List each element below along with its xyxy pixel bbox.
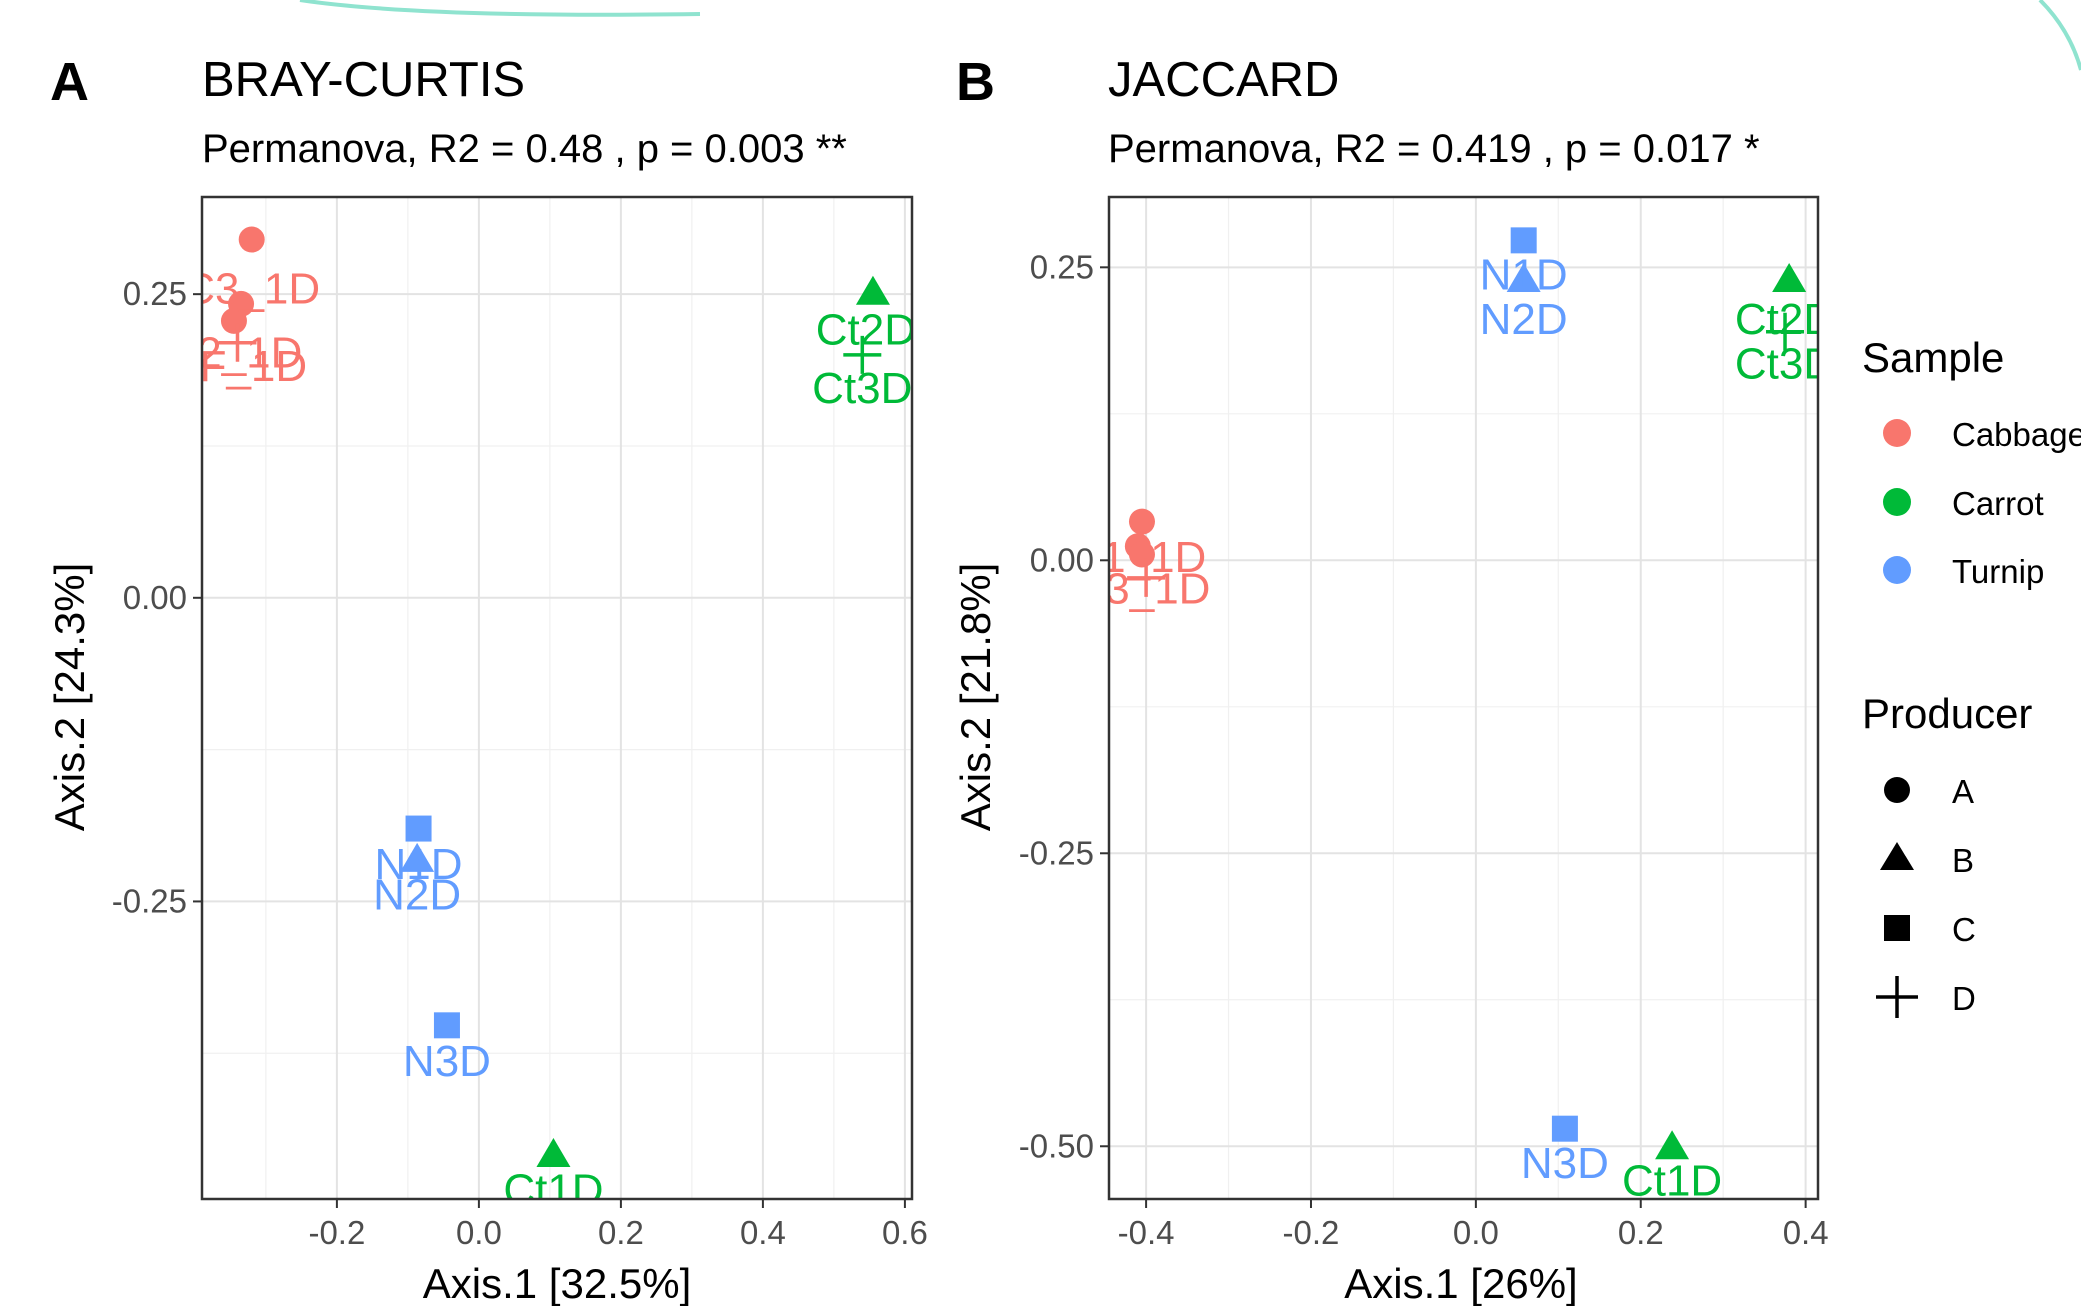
data-point bbox=[433, 1012, 460, 1039]
panel-a-tag: A bbox=[50, 52, 89, 112]
legend-sample-item-cabbage: Cabbage bbox=[1883, 416, 2081, 453]
y-tick-label: -0.25 bbox=[112, 882, 187, 919]
point-label: Ct3D bbox=[812, 364, 912, 413]
legend-sample-item-turnip: Turnip bbox=[1883, 553, 2044, 590]
y-tick-label: 0.00 bbox=[123, 579, 187, 616]
point-label: N2D bbox=[373, 870, 461, 919]
x-tick-label: 0.4 bbox=[1783, 1214, 1829, 1251]
data-point bbox=[220, 307, 247, 334]
point-label: C1_1D bbox=[1069, 533, 1206, 582]
panel-a: A BRAY-CURTIS Permanova, R2 = 0.48 , p =… bbox=[46, 52, 928, 1306]
x-tick-label: 0.4 bbox=[740, 1214, 786, 1251]
panel-a-subtitle: Permanova, R2 = 0.48 , p = 0.003 ** bbox=[202, 127, 847, 171]
legend-producer-item-a: A bbox=[1884, 773, 1974, 810]
point-label: CF_1D bbox=[168, 342, 307, 391]
plot-border bbox=[200, 195, 914, 1201]
point-label: Ct3D bbox=[1735, 340, 1835, 389]
frame-accent-top bbox=[299, 0, 701, 17]
point-label: C2_1D bbox=[165, 329, 302, 378]
panel-a-x-axis-title: Axis.1 [32.5%] bbox=[423, 1260, 691, 1306]
data-point bbox=[1510, 227, 1537, 254]
data-point bbox=[843, 335, 882, 374]
y-tick-label: 0.00 bbox=[1030, 541, 1094, 578]
legend-producer-item-c: C bbox=[1884, 911, 1976, 948]
panel-b-title: JACCARD bbox=[1108, 53, 1339, 107]
data-point bbox=[1551, 1115, 1578, 1142]
data-point bbox=[1772, 263, 1807, 293]
panel-b-y-axis-title: Axis.2 [21.8%] bbox=[952, 563, 999, 831]
x-tick-label: 0.6 bbox=[882, 1214, 928, 1251]
legend-cabbage-swatch bbox=[1883, 419, 1911, 447]
legend-producer-item-b: B bbox=[1880, 842, 1974, 879]
x-tick-label: -0.2 bbox=[308, 1214, 365, 1251]
legend: Sample Cabbage Carrot Turnip Producer A … bbox=[1862, 334, 2081, 1018]
legend-producer-label: B bbox=[1952, 842, 1974, 879]
data-point bbox=[1128, 541, 1155, 568]
y-tick-label: 0.25 bbox=[123, 275, 187, 312]
point-label: Ct1D bbox=[1622, 1156, 1722, 1205]
plot-background bbox=[202, 197, 912, 1199]
point-label: Ct1D bbox=[503, 1165, 603, 1214]
panel-b: B JACCARD Permanova, R2 = 0.419 , p = 0.… bbox=[952, 52, 1835, 1306]
point-label: Ct2D bbox=[1735, 295, 1835, 344]
panel-b-x-axis-title: Axis.1 [26%] bbox=[1344, 1260, 1577, 1306]
legend-sample-label: Carrot bbox=[1952, 485, 2044, 522]
x-tick-label: 0.2 bbox=[1618, 1214, 1664, 1251]
legend-sample-label: Turnip bbox=[1952, 553, 2044, 590]
legend-producer-item-d: D bbox=[1876, 976, 1976, 1018]
legend-sample-label: Cabbage bbox=[1952, 416, 2081, 453]
legend-sample-item-carrot: Carrot bbox=[1883, 485, 2044, 522]
data-point bbox=[400, 842, 435, 872]
legend-turnip-swatch bbox=[1883, 556, 1911, 584]
square-shape-icon bbox=[1884, 915, 1910, 941]
plot-background bbox=[1109, 197, 1818, 1199]
plus-shape-icon bbox=[1876, 976, 1918, 1018]
data-point bbox=[218, 323, 257, 362]
legend-producer-title: Producer bbox=[1862, 690, 2032, 737]
point-label: N1D bbox=[375, 840, 463, 889]
x-tick-label: -0.4 bbox=[1118, 1214, 1175, 1251]
y-tick-label: 0.25 bbox=[1030, 248, 1094, 285]
triangle-shape-icon bbox=[1880, 842, 1914, 870]
data-point bbox=[1766, 312, 1805, 351]
x-tick-label: -0.2 bbox=[1283, 1214, 1340, 1251]
point-label: N3D bbox=[1521, 1139, 1609, 1188]
data-point bbox=[405, 815, 432, 842]
data-point bbox=[1128, 508, 1155, 535]
legend-producer-label: A bbox=[1952, 773, 1974, 810]
legend-sample-title: Sample bbox=[1862, 334, 2004, 381]
circle-shape-icon bbox=[1884, 777, 1910, 803]
frame-accent-right bbox=[2038, 0, 2081, 71]
data-point bbox=[1127, 558, 1166, 597]
data-point bbox=[1655, 1130, 1690, 1160]
legend-carrot-swatch bbox=[1883, 488, 1911, 516]
data-point bbox=[536, 1138, 571, 1168]
point-label: C3_1D bbox=[183, 264, 320, 313]
panel-a-title: BRAY-CURTIS bbox=[202, 53, 525, 107]
legend-producer-label: C bbox=[1952, 911, 1976, 948]
panel-a-y-axis-title: Axis.2 [24.3%] bbox=[46, 563, 93, 831]
point-label: C3_1D bbox=[1073, 565, 1210, 614]
panel-b-tag: B bbox=[956, 52, 995, 112]
data-point bbox=[855, 275, 890, 305]
data-point bbox=[1506, 263, 1541, 293]
panel-a-plot: -0.2 0.0 0.2 0.4 0.6-0.250.000.25C3_1DC2_1DC… bbox=[112, 195, 928, 1251]
y-tick-label: -0.25 bbox=[1019, 834, 1094, 871]
legend-producer-label: D bbox=[1952, 980, 1976, 1017]
point-label: N3D bbox=[403, 1037, 491, 1086]
plot-border bbox=[1107, 195, 1820, 1201]
x-tick-label: 0.0 bbox=[456, 1214, 502, 1251]
panel-b-subtitle: Permanova, R2 = 0.419 , p = 0.017 * bbox=[1108, 127, 1760, 171]
point-label: Ct2D bbox=[816, 306, 916, 355]
y-tick-label: -0.50 bbox=[1019, 1127, 1094, 1164]
point-label: N2D bbox=[1480, 295, 1568, 344]
x-tick-label: 0.0 bbox=[1453, 1214, 1499, 1251]
panel-b-plot: -0.4 -0.2 0.0 0.2 0.4-0.50-0.250.000.25 N1DN2… bbox=[1019, 195, 1835, 1251]
data-point bbox=[238, 226, 265, 253]
point-label: N1D bbox=[1480, 251, 1568, 300]
x-tick-label: 0.2 bbox=[598, 1214, 644, 1251]
